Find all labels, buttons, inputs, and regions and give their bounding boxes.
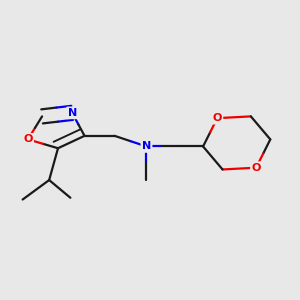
Text: O: O (212, 113, 222, 123)
Text: N: N (142, 142, 151, 152)
Text: O: O (251, 163, 261, 173)
Text: N: N (68, 108, 77, 118)
Text: O: O (23, 134, 33, 144)
